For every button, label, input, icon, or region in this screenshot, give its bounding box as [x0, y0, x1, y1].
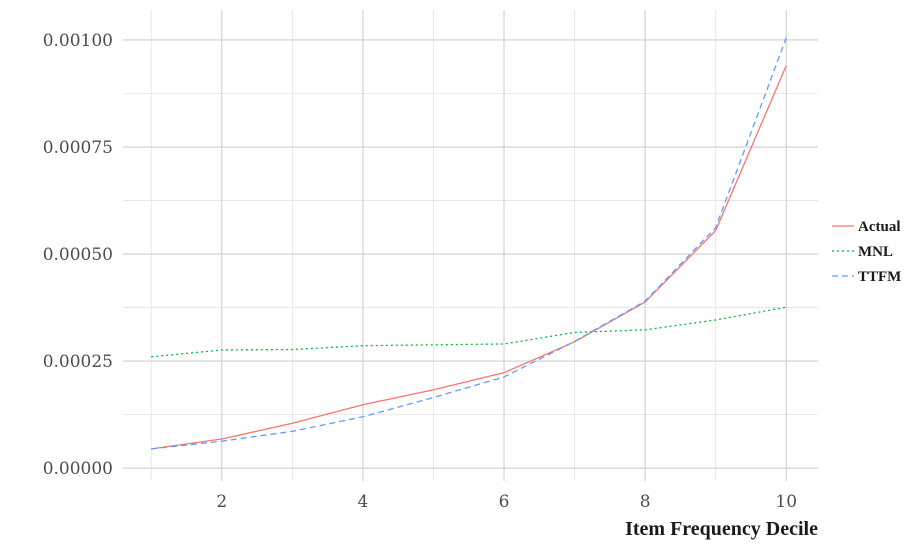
series-line-actual [151, 65, 787, 450]
y-tick-label: 0.00050 [43, 245, 113, 265]
x-axis-title: Item Frequency Decile [625, 518, 818, 540]
x-tick-label: 8 [640, 492, 651, 512]
series-line-mnl [151, 306, 787, 358]
y-tick-label: 0.00025 [43, 352, 113, 372]
x-tick-label: 2 [216, 492, 227, 512]
legend-label-ttfm: TTFM [858, 269, 901, 285]
x-tick-label: 6 [499, 492, 510, 512]
y-tick-label: 0.00100 [43, 31, 113, 51]
axes: 2 4 6 8 10 0.00000 0.00025 0.00050 0.00075 0.0010… [43, 31, 797, 512]
x-tick-label: 4 [357, 492, 368, 512]
series-line-ttfm [151, 37, 787, 450]
legend-label-actual: Actual [858, 219, 901, 235]
series-lines [151, 37, 787, 450]
legend: Actual MNL TTFM [832, 219, 901, 285]
y-tick-label: 0.00000 [43, 459, 113, 479]
legend-label-mnl: MNL [858, 244, 893, 260]
x-tick-label: 10 [775, 492, 797, 512]
y-tick-label: 0.00075 [43, 138, 113, 158]
grid [123, 10, 818, 481]
